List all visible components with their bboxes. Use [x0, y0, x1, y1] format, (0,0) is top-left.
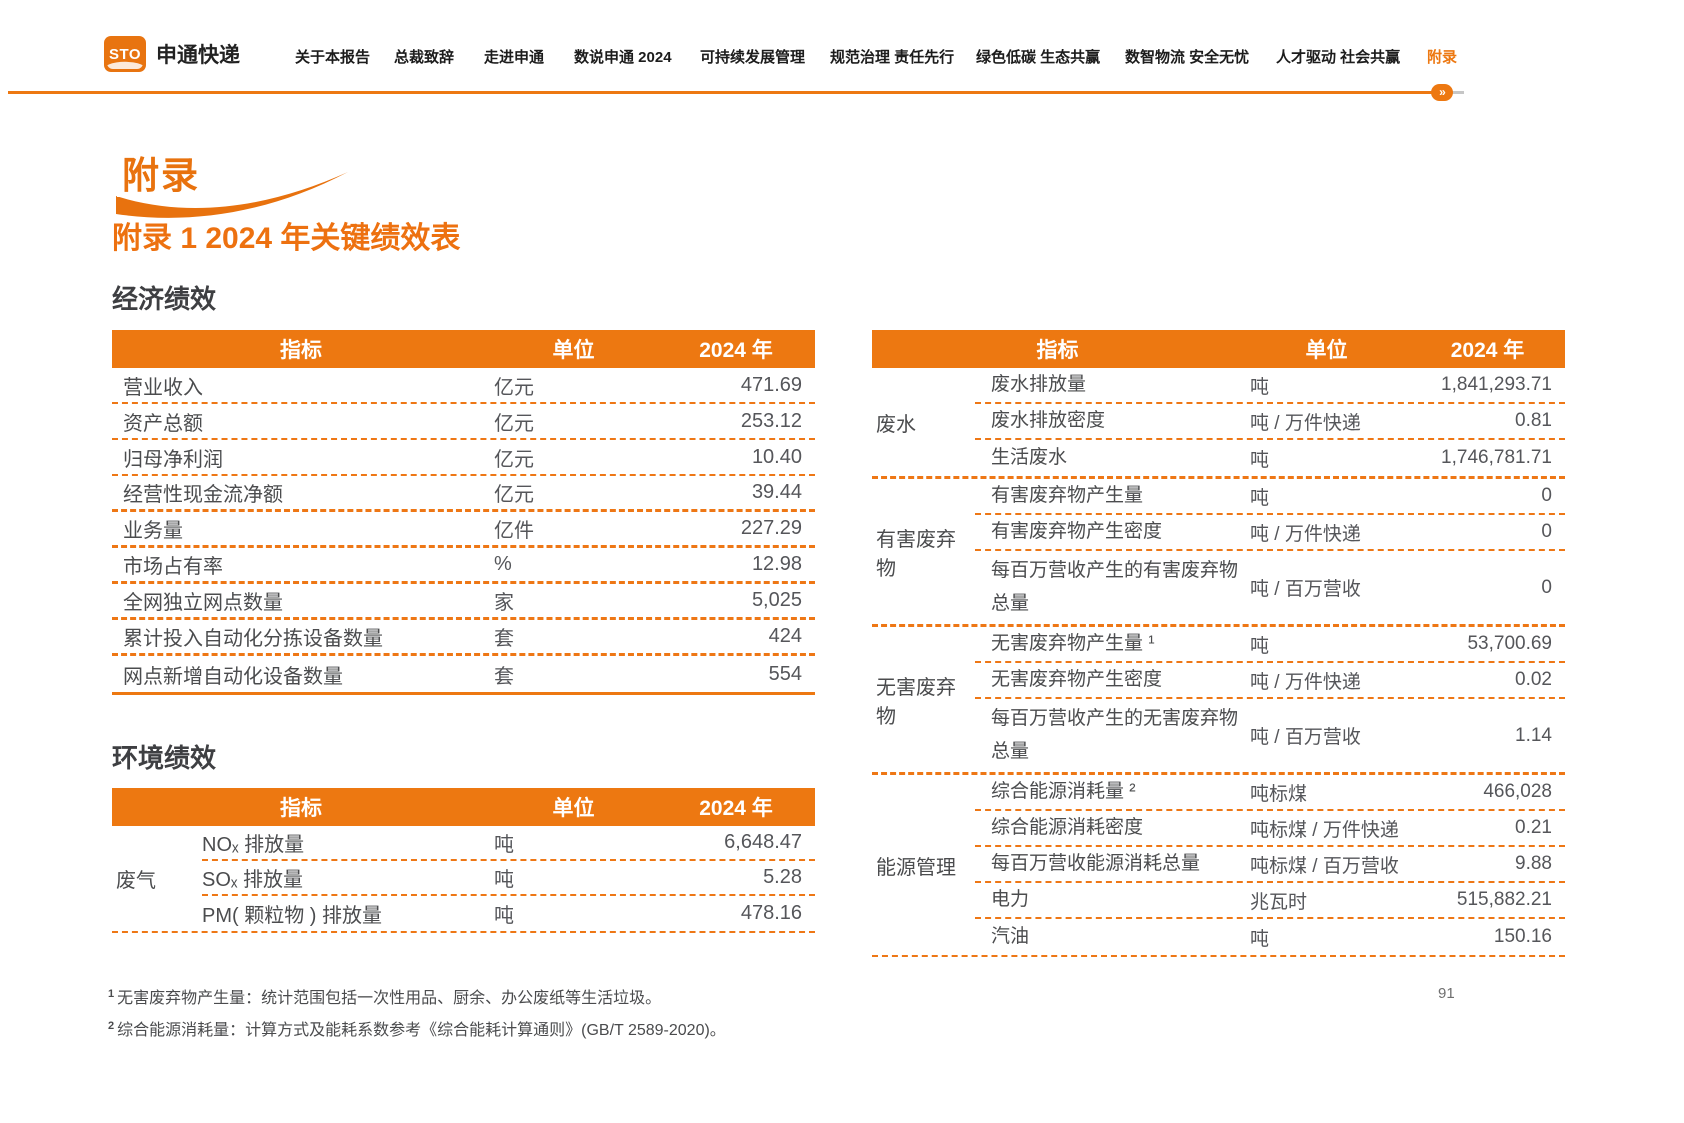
table-group-hazardous-waste: 有害废弃物 有害废弃物产生量吨 0 有害废弃物产生密度吨 / 万件快递 0 每百万营…: [872, 479, 1565, 627]
header-unit: 单位: [552, 797, 595, 820]
table-row: NOₓ 排放量吨 6,648.47: [202, 826, 815, 861]
table-header-row: 指标 单位 2024 年: [112, 330, 815, 368]
nav-item-into-sto[interactable]: 走进申通: [484, 49, 545, 66]
sto-logo-icon: STO: [104, 36, 146, 72]
header-year: 2024 年: [699, 797, 773, 820]
table-row: 归母净利润 亿元 10.40: [112, 440, 815, 476]
header-indicator: 指标: [280, 797, 322, 820]
sto-logo: STO 申通快递: [104, 36, 240, 72]
header-indicator: 指标: [1036, 339, 1079, 362]
table-row: 全网独立网点数量家 5,025: [112, 584, 815, 620]
table-row: PM( 颗粒物 ) 排放量吨 478.16: [202, 902, 802, 927]
nav-item-governance[interactable]: 规范治理 责任先行: [830, 49, 955, 66]
table-row: 无害废弃物产生量 ¹ 吨 53,700.69: [975, 627, 1565, 663]
table-group-energy: 能源管理 综合能源消耗量 ² 吨标煤 466,028 综合能源消耗密度 吨标煤 / 万…: [872, 775, 1565, 955]
table-header-row: 指标 单位 2024 年: [872, 330, 1565, 368]
table-row: SOₓ 排放量吨 5.28: [202, 861, 815, 896]
environmental-heading: 环境绩效: [112, 743, 217, 773]
table-group-waste-gas: 废气 NOₓ 排放量吨 6,648.47 SOₓ 排放量吨 5.28 PM( 颗粒物…: [112, 826, 815, 931]
header-year: 2024 年: [1450, 339, 1525, 362]
header-unit: 单位: [552, 339, 595, 362]
nav-item-ceo-message[interactable]: 总裁致辞: [394, 49, 455, 66]
table-row: 废水排放量吨 1,841,293.71: [975, 368, 1565, 404]
table-row: 综合能源消耗量 ² 吨标煤 466,028: [975, 775, 1565, 811]
page-number: 91: [1438, 985, 1455, 1002]
table-row: 每百万营收产生的无害废弃物总量吨 / 百万营收 1.14: [991, 708, 1552, 762]
chevron-marker-icon: »: [1431, 84, 1453, 101]
table-header-row: 指标 单位 2024 年: [112, 788, 815, 826]
economic-table: 指标 单位 2024 年 营业收入 亿元 471.69 资产总额 亿元 253.12 归…: [112, 330, 815, 695]
table-group-nonhazardous-waste: 无害废弃物 无害废弃物产生量 ¹ 吨 53,700.69 无害废弃物产生密度吨 / …: [872, 627, 1565, 775]
table-row: 业务量 亿件 227.29: [112, 512, 815, 548]
brand-name: 申通快递: [156, 44, 240, 67]
table-row: 资产总额 亿元 253.12: [112, 404, 815, 440]
header-year: 2024 年: [699, 339, 773, 362]
table-row: 有害废弃物产生密度吨 / 万件快递 0: [975, 515, 1565, 551]
nav-item-sto-in-numbers[interactable]: 数说申通 2024: [574, 49, 672, 66]
nav-item-logistics[interactable]: 数智物流 安全无忧: [1125, 49, 1250, 66]
footnote-1: 1 无害废弃物产生量：统计范围包括一次性用品、厨余、办公废纸等生活垃圾。: [108, 987, 662, 1007]
section-title: 附录 1 2024 年关键绩效表: [112, 222, 461, 255]
table-row: 每百万营收产生的有害废弃物总量吨 / 百万营收 0: [991, 560, 1552, 614]
table-row: 综合能源消耗密度 吨标煤 / 万件快递 0.21: [975, 811, 1565, 847]
table-row: 有害废弃物产生量吨 0: [975, 479, 1565, 515]
table-row: 废水排放密度吨 / 万件快递 0.81: [975, 404, 1565, 440]
table-row: 经营性现金流净额 亿元 39.44: [112, 476, 815, 512]
footnote-2: 2 综合能源消耗量：计算方式及能耗系数参考《综合能耗计算通则》(GB/T 2589…: [108, 1019, 726, 1039]
table-row: 每百万营收能源消耗总量 吨标煤 / 百万营收 9.88: [975, 847, 1565, 883]
group-label: 废气: [116, 870, 156, 892]
orange-swoosh-decoration: [116, 172, 348, 218]
nav-item-green[interactable]: 绿色低碳 生态共赢: [976, 49, 1101, 66]
economic-heading: 经济绩效: [112, 284, 217, 314]
table-row: 电力 兆瓦时 515,882.21: [975, 883, 1565, 919]
table-group-wastewater: 废水 废水排放量吨 1,841,293.71 废水排放密度吨 / 万件快递 0.81…: [872, 368, 1565, 479]
table-row: 市场占有率% 12.98: [112, 548, 815, 584]
table-row: 生活废水吨 1,746,781.71: [991, 446, 1552, 471]
banner-title: 附录: [122, 154, 200, 196]
table-row: 网点新增自动化设备数量套 554: [123, 662, 802, 688]
nav-item-talent[interactable]: 人才驱动 社会共赢: [1276, 49, 1401, 66]
header-unit: 单位: [1305, 339, 1348, 362]
table-row: 累计投入自动化分拣设备数量套 424: [112, 620, 815, 656]
nav-item-appendix[interactable]: 附录: [1427, 49, 1458, 66]
nav-item-about[interactable]: 关于本报告: [295, 49, 371, 66]
banner-title-box: 附录: [117, 146, 213, 197]
air-emission-table: 指标 单位 2024 年 废气 NOₓ 排放量吨 6,648.47 SOₓ 排放量…: [112, 788, 815, 933]
table-row: 无害废弃物产生密度吨 / 万件快递 0.02: [975, 663, 1565, 699]
header-indicator: 指标: [280, 339, 322, 362]
nav-progress-line: [8, 91, 1432, 94]
table-row: 汽油吨 150.16: [991, 925, 1552, 950]
table-row: 营业收入 亿元 471.69: [112, 368, 815, 404]
nav-item-sustainability[interactable]: 可持续发展管理: [700, 49, 806, 66]
environment-kpi-table: 指标 单位 2024 年 废水 废水排放量吨 1,841,293.71 废水排放密…: [872, 330, 1565, 957]
